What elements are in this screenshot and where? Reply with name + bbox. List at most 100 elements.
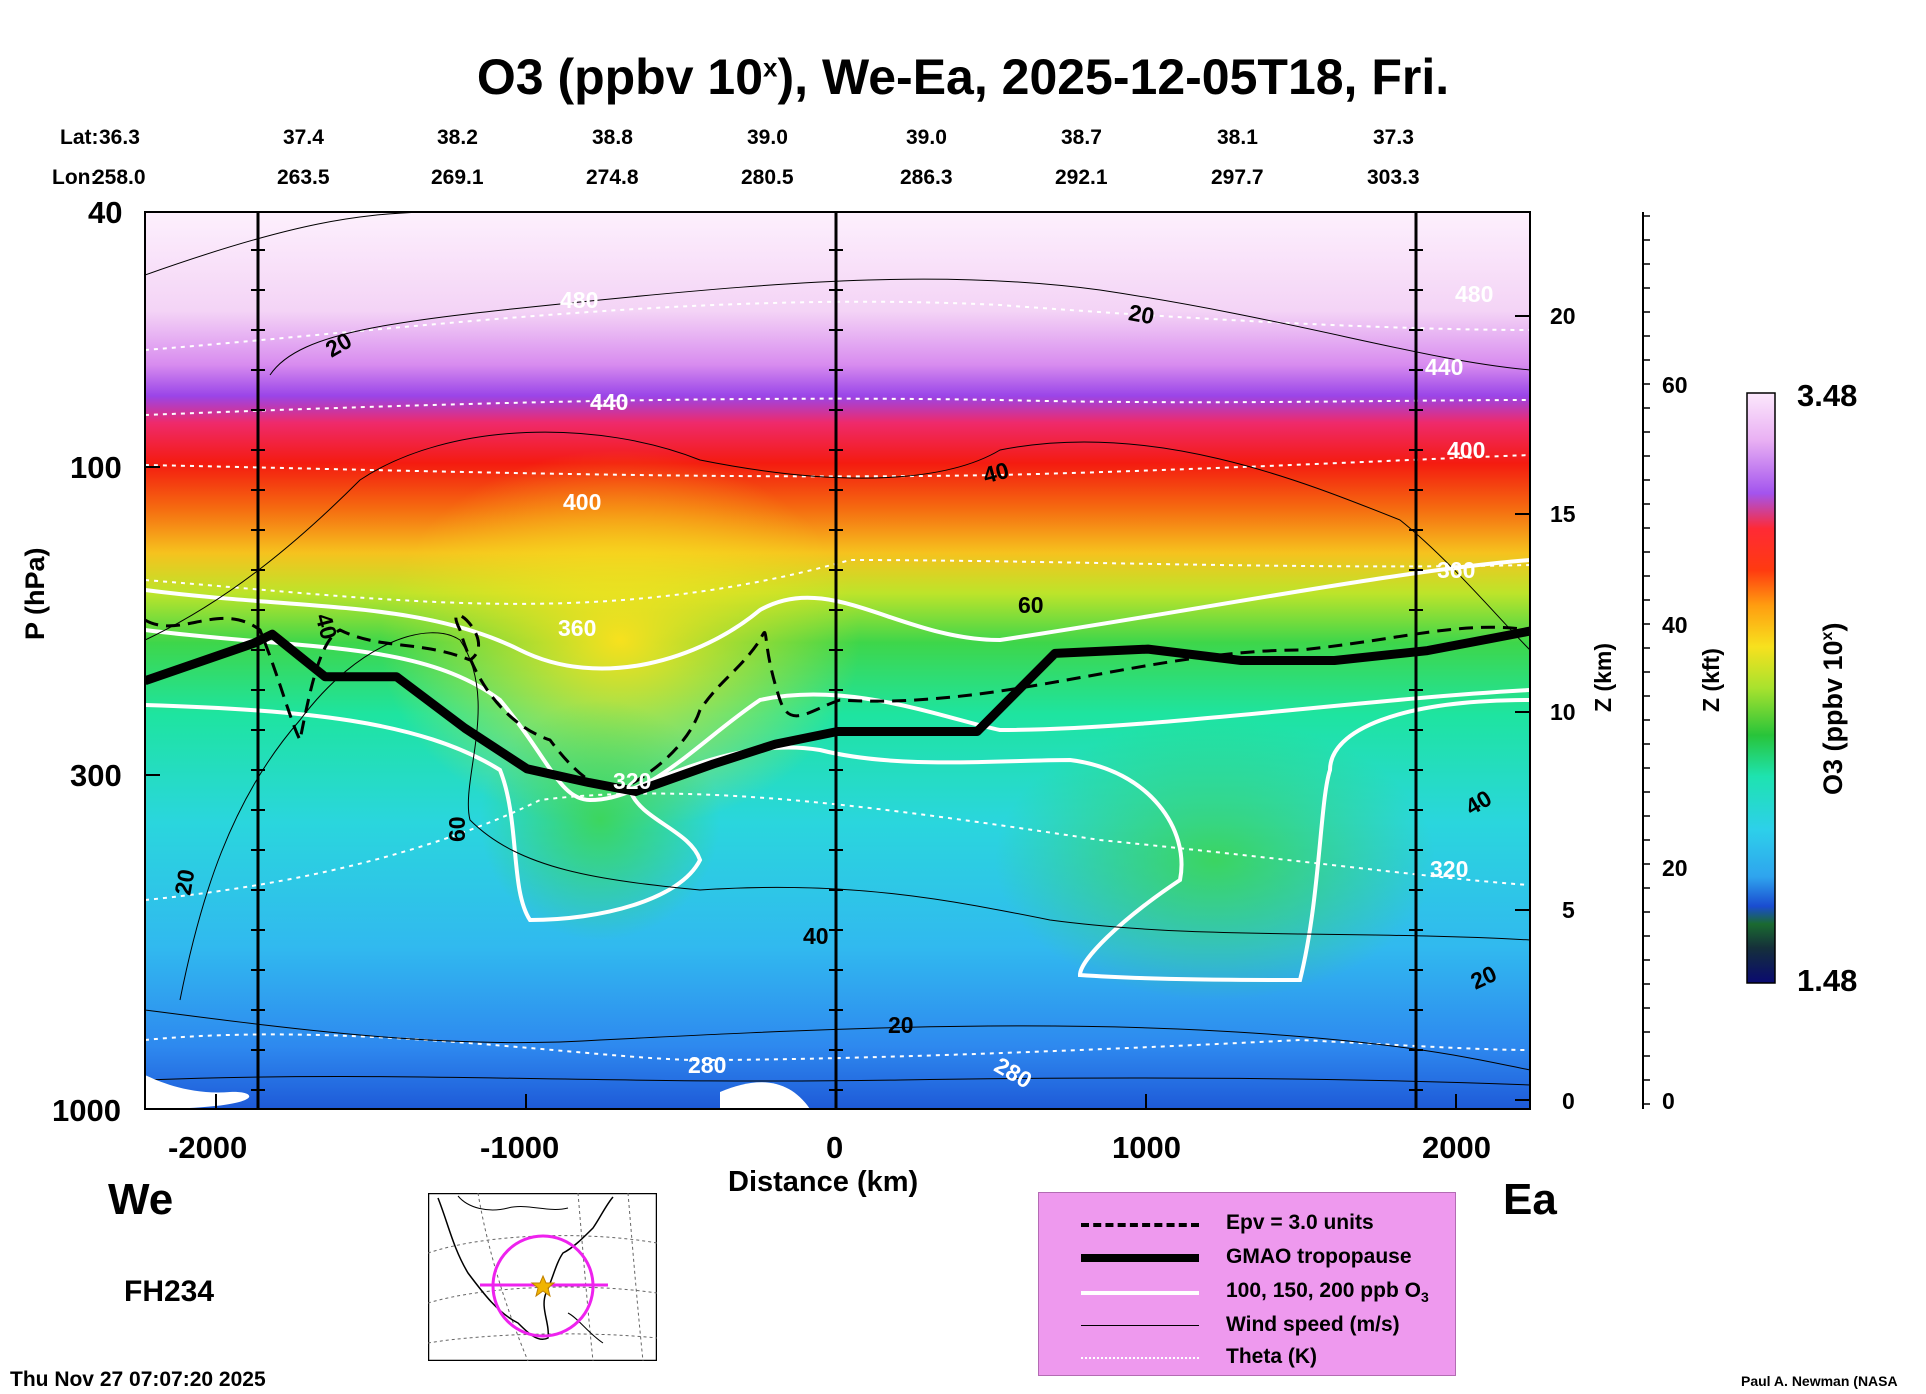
x-tick-label: -1000 — [480, 1130, 560, 1165]
x-tick-label: 2000 — [1422, 1130, 1491, 1165]
lat-value: 37.4 — [283, 126, 324, 149]
z-kft-ticks — [1643, 215, 1650, 1105]
lat-value: 38.2 — [437, 126, 478, 149]
lat-value: 39.0 — [906, 126, 947, 149]
lon-value: 263.5 — [277, 166, 330, 189]
lat-label: Lat: — [60, 126, 99, 149]
y-tick-label: 300 — [70, 758, 122, 793]
legend-tropopause-sample — [1081, 1254, 1199, 1262]
theta-label: 440 — [1425, 354, 1463, 380]
legend-epv-label: Epv = 3.0 units — [1226, 1211, 1374, 1234]
x-tick-label: 1000 — [1112, 1130, 1181, 1165]
legend-o3-sample — [1081, 1291, 1199, 1295]
wind-contour — [145, 1075, 1530, 1086]
theta-label: 280 — [688, 1052, 726, 1078]
colorbar — [1746, 392, 1776, 984]
z-km-label: Z (km) — [1590, 643, 1616, 712]
theta-label: 320 — [613, 768, 651, 794]
wind-label: 40 — [803, 923, 829, 949]
z-km-ticks — [1515, 315, 1530, 1101]
lat-value: 38.8 — [592, 126, 633, 149]
z-kft-tick: 40 — [1662, 612, 1688, 638]
wind-contour — [145, 431, 1530, 651]
z-km-tick: 10 — [1550, 699, 1576, 725]
z-kft-label: Z (kft) — [1698, 648, 1724, 712]
y-tick-label: 40 — [88, 195, 123, 230]
z-kft-tick: 60 — [1662, 372, 1688, 398]
terrain-mask — [145, 1075, 250, 1109]
z-kft-tick: 0 — [1662, 1088, 1675, 1114]
gmao-tropopause-line — [145, 626, 1530, 796]
legend-item-tropopause: GMAO tropopause — [1039, 1241, 1455, 1275]
x-axis-ticks — [215, 1094, 1457, 1109]
colorbar-label: O3 (ppbv 10x) — [1818, 622, 1848, 795]
lon-value: 274.8 — [586, 166, 639, 189]
z-km-tick: 15 — [1550, 501, 1576, 527]
lon-value: 286.3 — [900, 166, 953, 189]
wind-contour — [145, 1009, 1530, 1071]
colorbar-min-label: 1.48 — [1797, 963, 1858, 998]
y-axis-label: P (hPa) — [20, 547, 50, 640]
theta-label: 400 — [563, 489, 601, 515]
credit: Paul A. Newman (NASA — [1741, 1373, 1898, 1389]
legend-tropopause-label: GMAO tropopause — [1226, 1245, 1412, 1268]
lon-value: 280.5 — [741, 166, 794, 189]
theta-320 — [145, 792, 1530, 901]
wind-label: 60 — [444, 816, 470, 842]
o3-contour-200 — [145, 558, 1530, 671]
x-tick-label: -2000 — [168, 1130, 248, 1165]
legend-item-epv: Epv = 3.0 units — [1039, 1207, 1455, 1241]
lon-value: 292.1 — [1055, 166, 1108, 189]
lon-value: 303.3 — [1367, 166, 1420, 189]
lat-value: 38.1 — [1217, 126, 1258, 149]
theta-label: 480 — [1455, 281, 1493, 307]
terrain-mask — [720, 1082, 810, 1109]
o3-contour-150 — [145, 628, 1530, 803]
z-km-tick: 0 — [1562, 1088, 1575, 1114]
wind-label: 20 — [1127, 299, 1157, 329]
wind-label: 60 — [1018, 592, 1044, 618]
colorbar-max-label: 3.48 — [1797, 378, 1858, 413]
lat-value: 38.7 — [1061, 126, 1102, 149]
ozone-intrusion — [380, 450, 860, 830]
theta-440 — [145, 397, 1530, 416]
theta-label: 400 — [1447, 437, 1485, 463]
legend-wind-label: Wind speed (m/s) — [1226, 1313, 1400, 1336]
chart-title: O3 (ppbv 10x), We-Ea, 2025-12-05T18, Fri… — [476, 49, 1450, 105]
x-axis-label: Distance (km) — [728, 1166, 919, 1198]
x-tick-label: 0 — [826, 1130, 844, 1165]
z-kft-tick: 20 — [1662, 855, 1688, 881]
lat-value: 36.3 — [99, 126, 140, 149]
timestamp: Thu Nov 27 07:07:20 2025 — [10, 1368, 266, 1391]
theta-label: 360 — [558, 615, 596, 641]
y-tick-label: 100 — [70, 450, 122, 485]
wind-label: 20 — [169, 867, 199, 897]
lon-value: 258.0 — [93, 166, 146, 189]
inset-map — [428, 1193, 657, 1361]
y-axis-ticks — [145, 211, 160, 1110]
section-line-ticks — [251, 249, 1423, 1091]
legend-item-o3: 100, 150, 200 ppb O3 — [1039, 1275, 1455, 1309]
theta-280 — [145, 1033, 1530, 1062]
legend-wind-sample — [1081, 1325, 1199, 1326]
map-graticule — [428, 1193, 657, 1361]
legend-theta-sample — [1081, 1357, 1199, 1359]
theta-label: 360 — [1437, 557, 1475, 583]
z-km-tick: 20 — [1550, 303, 1576, 329]
theta-400 — [145, 454, 1530, 478]
lat-value: 37.3 — [1373, 126, 1414, 149]
theta-label: 440 — [590, 389, 628, 415]
lon-value: 269.1 — [431, 166, 484, 189]
legend: Epv = 3.0 units GMAO tropopause 100, 150… — [1038, 1192, 1456, 1376]
legend-item-theta: Theta (K) — [1039, 1341, 1455, 1375]
east-label: Ea — [1503, 1175, 1557, 1224]
coastline — [437, 1196, 614, 1340]
epv-contour — [145, 613, 1530, 792]
y-tick-label: 1000 — [52, 1093, 121, 1128]
wind-contour — [179, 632, 1530, 1001]
theta-label: 320 — [1430, 856, 1468, 882]
coastline — [457, 1195, 569, 1211]
map-center-star — [530, 1274, 556, 1298]
lon-value: 297.7 — [1211, 166, 1264, 189]
